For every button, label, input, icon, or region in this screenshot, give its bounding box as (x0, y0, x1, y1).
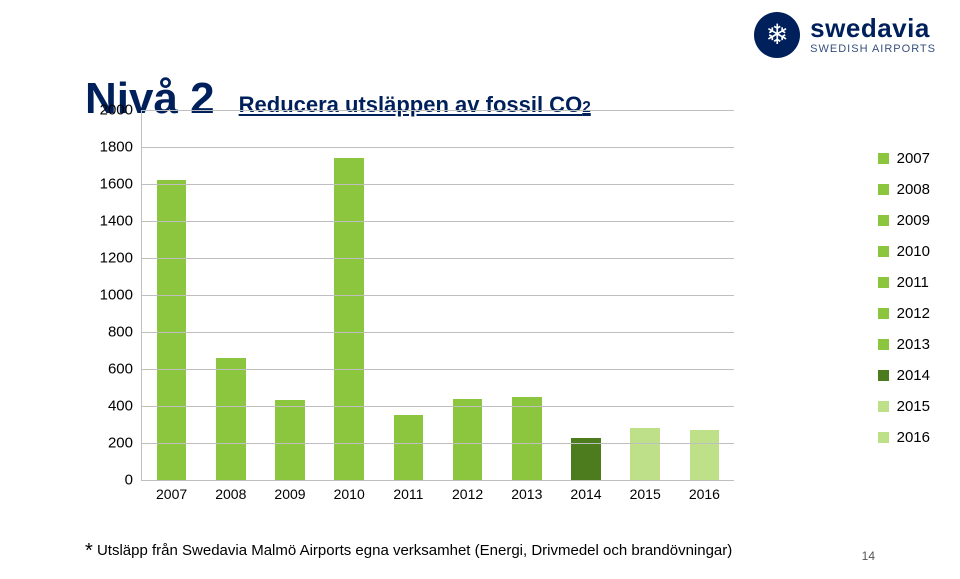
legend-item: 2007 (878, 150, 930, 167)
bar (453, 399, 483, 480)
x-axis-label: 2013 (497, 486, 557, 502)
legend-swatch (878, 215, 889, 226)
y-axis-label: 1600 (85, 176, 133, 193)
legend-label: 2007 (897, 150, 930, 167)
grid-line (142, 147, 734, 148)
y-axis-label: 400 (85, 398, 133, 415)
grid-line (142, 332, 734, 333)
x-axis-label: 2009 (260, 486, 320, 502)
footer: * Utsläpp från Swedavia Malmö Airports e… (85, 540, 875, 563)
legend-swatch (878, 246, 889, 257)
grid-line (142, 184, 734, 185)
x-axis-label: 2015 (615, 486, 675, 502)
bar (512, 397, 542, 480)
legend-label: 2009 (897, 212, 930, 229)
x-axis-label: 2011 (378, 486, 438, 502)
legend-swatch (878, 308, 889, 319)
footnote: * Utsläpp från Swedavia Malmö Airports e… (85, 540, 732, 563)
x-axis-label: 2010 (319, 486, 379, 502)
legend-label: 2010 (897, 243, 930, 260)
legend-swatch (878, 339, 889, 350)
bar (630, 428, 660, 480)
legend-swatch (878, 401, 889, 412)
x-axis-label: 2016 (674, 486, 734, 502)
y-axis-label: 2000 (85, 102, 133, 119)
chart-legend: 2007 2008 2009 2010 2011 2012 2013 2014 2015 2016 (878, 150, 930, 446)
legend-label: 2012 (897, 305, 930, 322)
bar (394, 415, 424, 480)
y-axis-label: 1000 (85, 287, 133, 304)
grid-line (142, 295, 734, 296)
grid-line (142, 221, 734, 222)
legend-label: 2015 (897, 398, 930, 415)
legend-label: 2008 (897, 181, 930, 198)
legend-label: 2011 (897, 274, 929, 291)
bar (690, 430, 720, 480)
slide: swedavia SWEDISH AIRPORTS Nivå 2 Reducer… (0, 0, 960, 579)
grid-line (142, 443, 734, 444)
y-axis-label: 600 (85, 361, 133, 378)
logo-subtext: SWEDISH AIRPORTS (810, 43, 936, 55)
grid-line (142, 258, 734, 259)
y-axis-label: 1400 (85, 213, 133, 230)
legend-label: 2014 (897, 367, 930, 384)
footnote-text: Utsläpp från Swedavia Malmö Airports egn… (97, 542, 732, 559)
bar (334, 158, 364, 480)
y-axis-label: 1200 (85, 250, 133, 267)
legend-item: 2009 (878, 212, 930, 229)
legend-item: 2016 (878, 429, 930, 446)
x-axis-label: 2012 (438, 486, 498, 502)
legend-item: 2014 (878, 367, 930, 384)
legend-swatch (878, 277, 889, 288)
legend-item: 2012 (878, 305, 930, 322)
legend-swatch (878, 432, 889, 443)
grid-line (142, 110, 734, 111)
legend-item: 2015 (878, 398, 930, 415)
legend-swatch (878, 370, 889, 381)
grid-line (142, 406, 734, 407)
bar (216, 358, 246, 480)
y-axis-label: 0 (85, 472, 133, 489)
y-axis-label: 200 (85, 435, 133, 452)
bar (275, 400, 305, 480)
legend-item: 2011 (878, 274, 930, 291)
x-axis-label: 2014 (556, 486, 616, 502)
legend-item: 2010 (878, 243, 930, 260)
bar (157, 180, 187, 480)
x-axis-label: 2008 (201, 486, 261, 502)
bar (571, 438, 601, 480)
legend-item: 2008 (878, 181, 930, 198)
snowflake-icon (754, 12, 800, 58)
page-number: 14 (862, 549, 875, 563)
asterisk-icon: * (85, 540, 93, 562)
swedavia-logo: swedavia SWEDISH AIRPORTS (754, 12, 936, 58)
logo-brand: swedavia (810, 15, 936, 41)
emissions-chart: 2007200820092010201120122013201420152016… (85, 110, 733, 480)
y-axis-label: 1800 (85, 139, 133, 156)
legend-swatch (878, 184, 889, 195)
x-axis-label: 2007 (142, 486, 202, 502)
logo-text: swedavia SWEDISH AIRPORTS (810, 15, 936, 55)
legend-label: 2016 (897, 429, 930, 446)
chart-plot: 2007200820092010201120122013201420152016 (141, 110, 734, 481)
y-axis-label: 800 (85, 324, 133, 341)
legend-item: 2013 (878, 336, 930, 353)
grid-line (142, 369, 734, 370)
legend-swatch (878, 153, 889, 164)
legend-label: 2013 (897, 336, 930, 353)
